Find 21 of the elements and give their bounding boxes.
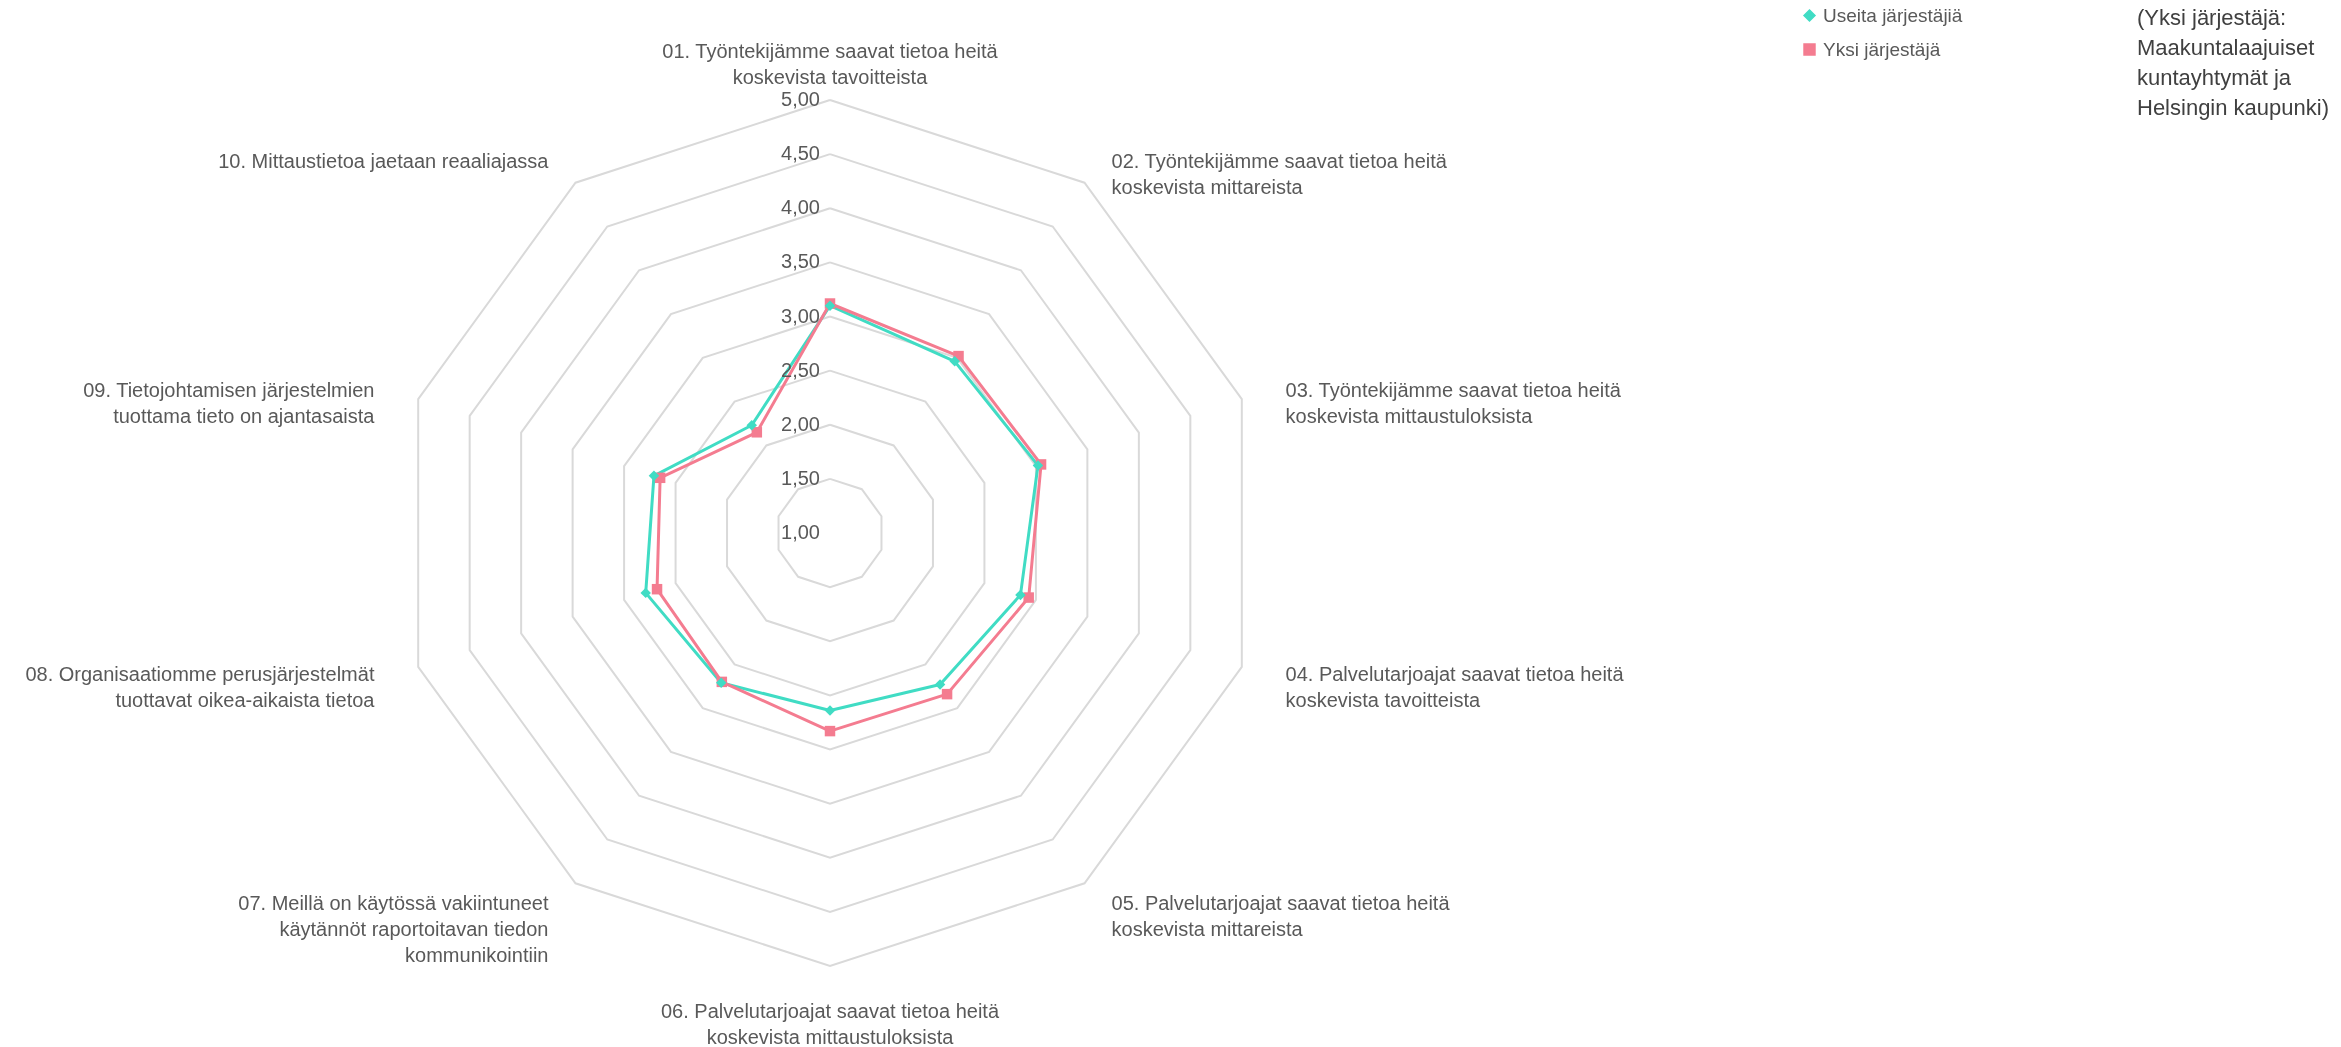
spoke-label: 01. Työntekijämme saavat tietoa heitä koskevista tavoitteista (662, 40, 999, 89)
spoke-label: 05. Palvelutarjoajat saavat tietoa heitä koskevista mittareista (1111, 892, 1451, 941)
text: (Yksi järjestäjä: Maakuntalaajuiset kuntayhtymät ja Helsingin kaupunki) (2137, 5, 2329, 120)
legend-label: Yksi järjestäjä (1823, 38, 1941, 60)
spoke-label: 06. Palvelutarjoajat saavat tietoa heitä koskevista mittaustuloksista (661, 999, 1000, 1047)
spoke-label: 09. Tietojohtamisen järjestelmien tuottama tieto on ajantasaista (83, 379, 376, 428)
y-tick-label: 1,00 (781, 521, 820, 543)
spoke-label: 04. Palvelutarjoajat saavat tietoa heitä koskevista tavoitteista (1285, 662, 1625, 711)
legend-label: Useita järjestäjiä (1823, 4, 1963, 26)
spoke-label: 07. Meillä on käytössä vakiintuneet käytännöt raportoitavan tiedon kommunikointiin (238, 892, 549, 967)
spoke-label: 03. Työntekijämme saavat tietoa heitä koskevista mittaustuloksista (1285, 379, 1622, 428)
y-tick-label: 5,00 (781, 88, 820, 110)
spoke-label: 08. Organisaatiomme perusjärjestelmät tuottavat oikea-aikaista tietoa (25, 662, 376, 711)
y-tick-label: 3,50 (781, 250, 820, 273)
spoke-label: 02. Työntekijämme saavat tietoa heitä koskevista mittareista (1111, 149, 1448, 198)
spoke-label: 10. Mittaustietoa jaetaan reaaliajassa (218, 149, 550, 172)
y-tick-label: 2,00 (781, 412, 820, 435)
y-tick-label: 3,00 (781, 304, 820, 327)
y-tick-label: 1,50 (781, 466, 820, 489)
y-tick-label: 4,50 (781, 142, 820, 165)
y-tick-label: 4,00 (781, 196, 820, 219)
